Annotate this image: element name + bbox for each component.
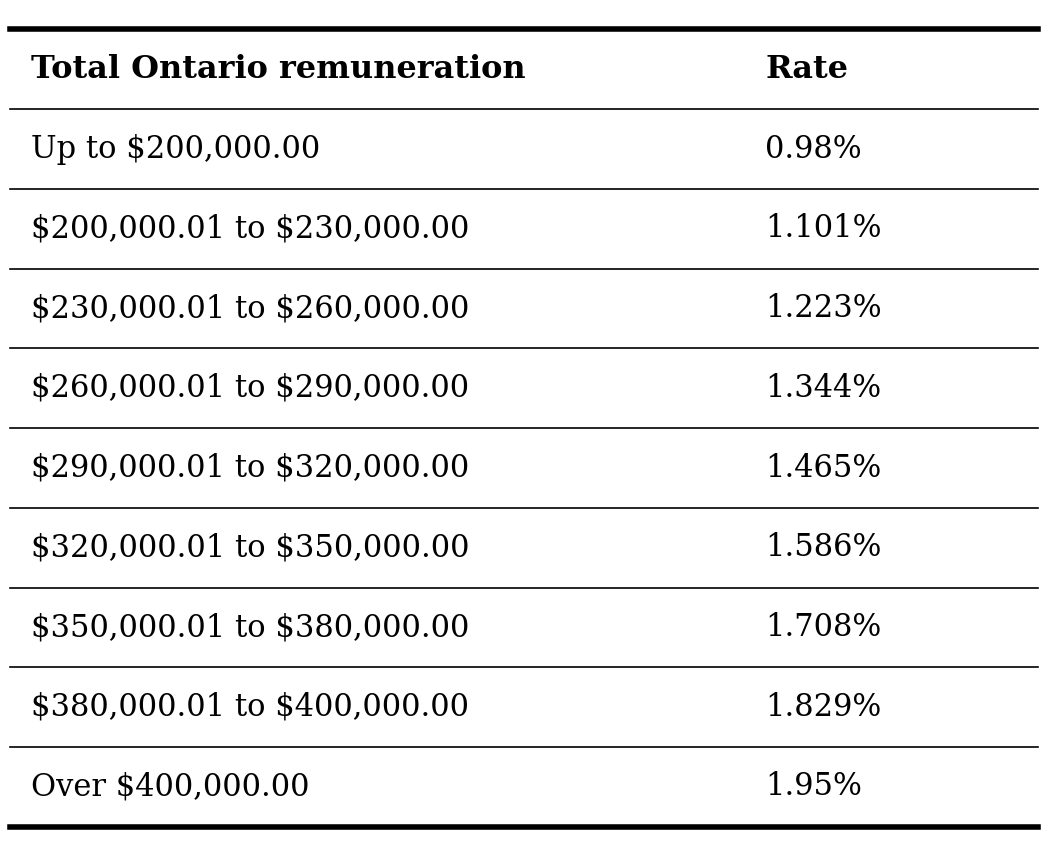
Text: $320,000.01 to $350,000.00: $320,000.01 to $350,000.00: [31, 532, 470, 563]
Text: $380,000.01 to $400,000.00: $380,000.01 to $400,000.00: [31, 692, 470, 722]
Text: 1.465%: 1.465%: [765, 452, 881, 483]
Text: Total Ontario remuneration: Total Ontario remuneration: [31, 54, 526, 85]
Text: Rate: Rate: [765, 54, 848, 85]
Text: 1.708%: 1.708%: [765, 612, 881, 643]
Text: 1.223%: 1.223%: [765, 293, 881, 324]
Text: 0.98%: 0.98%: [765, 134, 861, 164]
Text: $350,000.01 to $380,000.00: $350,000.01 to $380,000.00: [31, 612, 470, 643]
Text: $290,000.01 to $320,000.00: $290,000.01 to $320,000.00: [31, 452, 470, 483]
Text: $230,000.01 to $260,000.00: $230,000.01 to $260,000.00: [31, 293, 470, 324]
Text: 1.344%: 1.344%: [765, 373, 881, 404]
Text: Up to $200,000.00: Up to $200,000.00: [31, 134, 321, 164]
Text: 1.586%: 1.586%: [765, 532, 881, 563]
Text: 1.95%: 1.95%: [765, 771, 861, 802]
Text: 1.101%: 1.101%: [765, 213, 881, 244]
Text: $200,000.01 to $230,000.00: $200,000.01 to $230,000.00: [31, 213, 470, 244]
Text: 1.829%: 1.829%: [765, 692, 881, 722]
Text: Over $400,000.00: Over $400,000.00: [31, 771, 310, 802]
Text: $260,000.01 to $290,000.00: $260,000.01 to $290,000.00: [31, 373, 470, 404]
